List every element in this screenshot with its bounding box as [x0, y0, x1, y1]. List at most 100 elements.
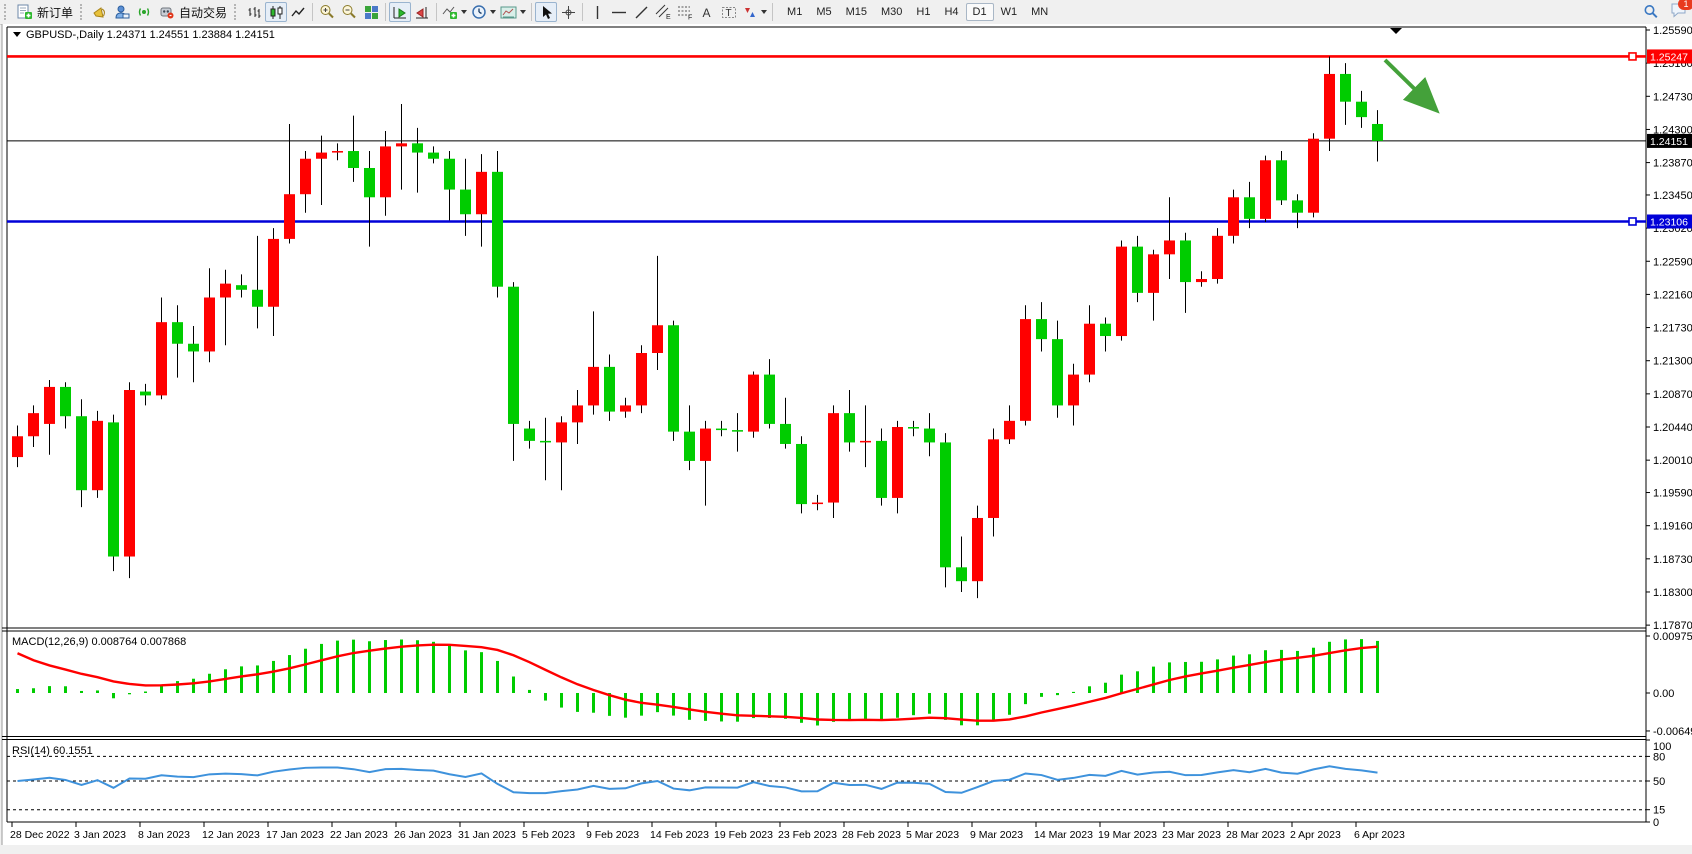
periods-button[interactable] [469, 2, 498, 22]
candle [44, 379, 55, 455]
candle-body-down [348, 151, 359, 168]
cursor-button[interactable] [535, 2, 558, 22]
autotrading-button[interactable] [155, 2, 177, 22]
rsi-axis-label: 80 [1653, 751, 1665, 763]
candle-body-up [812, 502, 823, 505]
candle-body-up [1020, 319, 1031, 421]
candle [1148, 249, 1159, 321]
new-order-button[interactable] [13, 2, 35, 22]
trendline-button[interactable] [630, 2, 652, 22]
candle [380, 130, 391, 216]
new-order-label[interactable]: 新订单 [37, 5, 74, 20]
candle [1132, 235, 1143, 303]
trend-arrow-annotation[interactable] [1383, 58, 1440, 114]
community-button[interactable] [111, 2, 133, 22]
text-button[interactable]: A [696, 2, 718, 22]
timeframe-button-MN[interactable]: MN [1031, 6, 1049, 18]
toolbar-grip[interactable] [4, 4, 10, 20]
notifications-button[interactable]: 1 [1670, 0, 1692, 23]
templates-dropdown-caret[interactable] [520, 10, 527, 14]
candle [1036, 302, 1047, 352]
horizontal-line-object[interactable]: 1.25247 [7, 49, 1692, 64]
vertical-line-button[interactable] [586, 2, 608, 22]
chart-shift-button[interactable] [411, 2, 433, 22]
candle [700, 420, 711, 506]
candle [556, 416, 567, 491]
candle-body-up [12, 436, 23, 458]
candle-body-down [924, 428, 935, 443]
trendline-icon [635, 6, 648, 18]
auto-scroll-button[interactable] [389, 2, 412, 22]
crosshair-icon [561, 5, 575, 19]
timeframe-button-H1[interactable]: H1 [916, 6, 931, 18]
candle-body-down [508, 286, 519, 424]
date-tick-label: 31 Jan 2023 [458, 829, 516, 841]
candle-body-up [1068, 374, 1079, 406]
timeframe-button-M15[interactable]: M15 [845, 6, 867, 18]
price-tick-label: 1.18300 [1653, 587, 1692, 599]
price-tick-label: 1.20870 [1653, 389, 1692, 401]
candle-body-down [780, 423, 791, 444]
candle-body-up [156, 322, 167, 396]
candle-body-down [1244, 197, 1255, 219]
timeframe-button-M1[interactable]: M1 [787, 6, 803, 18]
date-axis[interactable]: 28 Dec 2022 3 Jan 2023 8 Jan 2023 12 Jan 20… [10, 822, 1405, 841]
price-tick-label: 1.18730 [1653, 554, 1692, 566]
candle [76, 399, 87, 508]
svg-text:E: E [666, 14, 671, 20]
indicators-button[interactable] [440, 2, 469, 22]
toolbar-grip[interactable] [234, 4, 240, 20]
toolbar-separator [772, 3, 774, 21]
candle [12, 425, 23, 468]
chart-canvas[interactable]: 1.25590 1.25160 1.24730 1.24300 1.23870 1.234… [0, 24, 1692, 849]
timeframe-button-M30[interactable]: M30 [881, 6, 903, 18]
candle [204, 268, 215, 363]
autotrading-label[interactable]: 自动交易 [179, 5, 228, 20]
templates-button[interactable] [498, 2, 528, 22]
chart-shift-marker[interactable] [1390, 28, 1402, 34]
candle [1372, 110, 1383, 162]
timeframe-button-M5[interactable]: M5 [816, 6, 832, 18]
fibonacci-button[interactable]: F [674, 2, 696, 22]
price-tag-label: 1.23106 [1650, 216, 1688, 228]
text-label-button[interactable]: T [718, 2, 740, 22]
candle [220, 269, 231, 346]
candle [1308, 133, 1319, 218]
timeframe-button-D1[interactable]: D1 [965, 3, 994, 21]
indicators-dropdown-caret[interactable] [461, 10, 468, 14]
candle [876, 428, 887, 506]
search-icon [1644, 5, 1658, 19]
macd-axis-label: 0.00 [1653, 688, 1674, 700]
line-chart-button[interactable] [287, 2, 309, 22]
zoom-in-icon [320, 5, 334, 19]
arrows-button[interactable] [740, 2, 769, 22]
zoom-out-button[interactable] [338, 2, 360, 22]
candle-body-down [236, 285, 247, 290]
periods-dropdown-caret[interactable] [490, 10, 497, 14]
signals-button[interactable] [133, 2, 155, 22]
candlestick-icon [270, 5, 283, 19]
search-button[interactable] [1640, 2, 1662, 22]
arrows-dropdown-caret[interactable] [761, 10, 768, 14]
candle-body-up [316, 152, 327, 159]
alert-horn-button[interactable] [89, 2, 111, 22]
line-handle[interactable] [1628, 217, 1637, 226]
chart-shift-icon [416, 6, 429, 18]
rsi-axis-label: 15 [1653, 805, 1665, 817]
candle [412, 127, 423, 193]
symbol-dropdown-icon[interactable] [13, 32, 21, 37]
line-handle[interactable] [1628, 52, 1637, 61]
bar-chart-button[interactable] [243, 2, 265, 22]
horizontal-line-object[interactable]: 1.23106 [7, 214, 1692, 229]
crosshair-button[interactable] [557, 2, 579, 22]
timeframe-button-H4[interactable]: H4 [944, 6, 959, 18]
timeframe-button-W1[interactable]: W1 [1000, 6, 1018, 18]
candlestick-chart-button[interactable] [265, 2, 288, 22]
toolbar-grip[interactable] [80, 4, 86, 20]
tile-windows-button[interactable] [360, 2, 382, 22]
zoom-in-button[interactable] [316, 2, 338, 22]
equidistant-channel-button[interactable]: E [652, 2, 674, 22]
chart-window[interactable]: 1.25590 1.25160 1.24730 1.24300 1.23870 1.234… [0, 24, 1692, 849]
horizontal-line-button[interactable] [608, 2, 630, 22]
